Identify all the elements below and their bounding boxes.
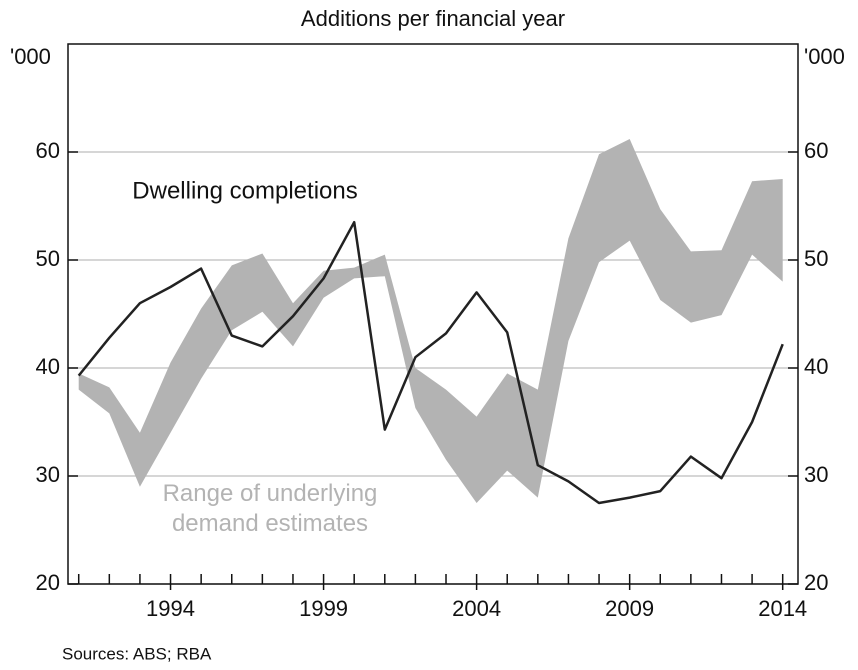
x-tick-label: 1994 [146,596,195,621]
plot-frame [67,43,799,585]
y2-tick-label: 30 [804,462,828,487]
chart-title: Additions per financial year [301,6,565,31]
x-tick-label: 2004 [452,596,501,621]
y-tick-label: 20 [36,570,60,595]
y2-tick-label: 40 [804,354,828,379]
y-tick-label: 50 [36,246,60,271]
y2-tick-label: 20 [804,570,828,595]
line [77,220,784,505]
y2-tick-label: 50 [804,246,828,271]
source: Sources: ABS; RBA [62,644,212,663]
x-tick-label: 1999 [299,596,348,621]
x-tick-label: 2014 [758,596,807,621]
y-unit: '000 [10,44,51,69]
y-tick-label: 60 [36,138,60,163]
y-tick-label: 30 [36,462,60,487]
range-area [78,139,783,503]
y-tick-label: 40 [36,354,60,379]
series-label: Dwelling completions [132,177,357,204]
y2-unit: '000 [804,44,845,69]
x-tick-label: 2009 [605,596,654,621]
area-label: Range of underlying demand estimates [162,480,378,537]
y2-tick-label: 60 [804,138,828,163]
